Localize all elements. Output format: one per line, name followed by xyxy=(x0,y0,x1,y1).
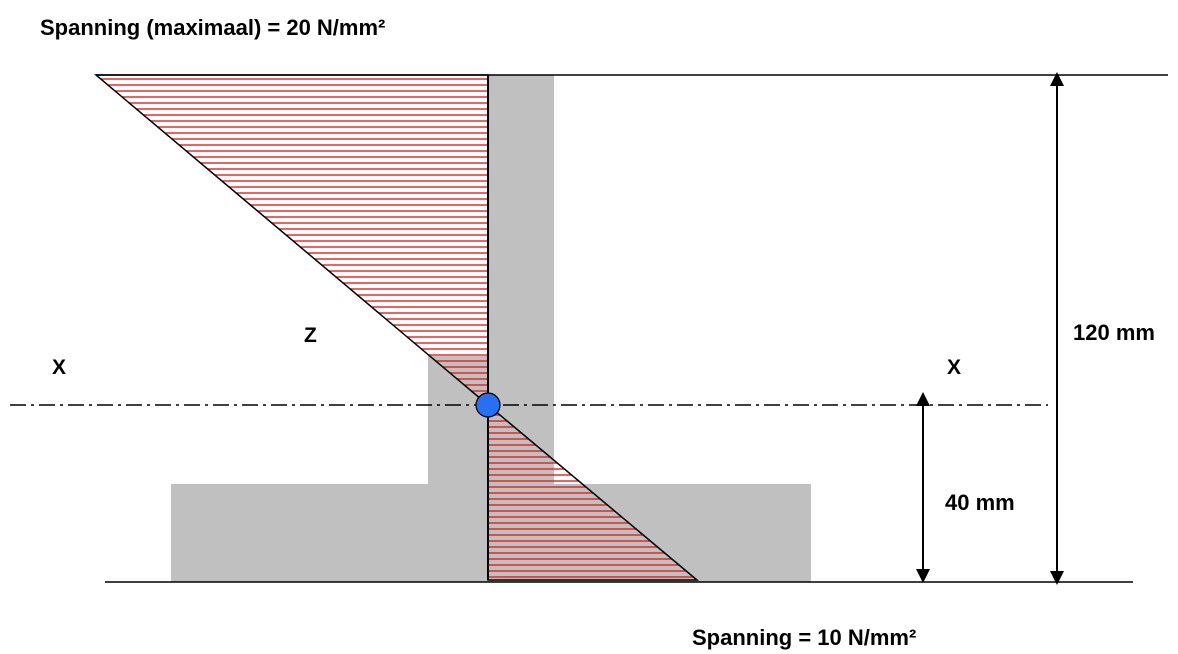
axis-label-left: X xyxy=(52,356,66,379)
stress-diagram xyxy=(93,74,700,581)
neutral-axis-marker xyxy=(475,392,501,418)
t-section-web-upper xyxy=(488,75,554,405)
max-stress-label: Spanning (maximaal) = 20 N/mm² xyxy=(40,15,385,40)
compression-stress-triangle xyxy=(93,74,489,407)
axis-label-right: X xyxy=(947,356,961,379)
height-total-label: 120 mm xyxy=(1073,320,1155,345)
height-na-label: 40 mm xyxy=(945,490,1015,515)
bottom-stress-label: Spanning = 10 N/mm² xyxy=(692,625,916,650)
z-label: Z xyxy=(304,324,317,347)
